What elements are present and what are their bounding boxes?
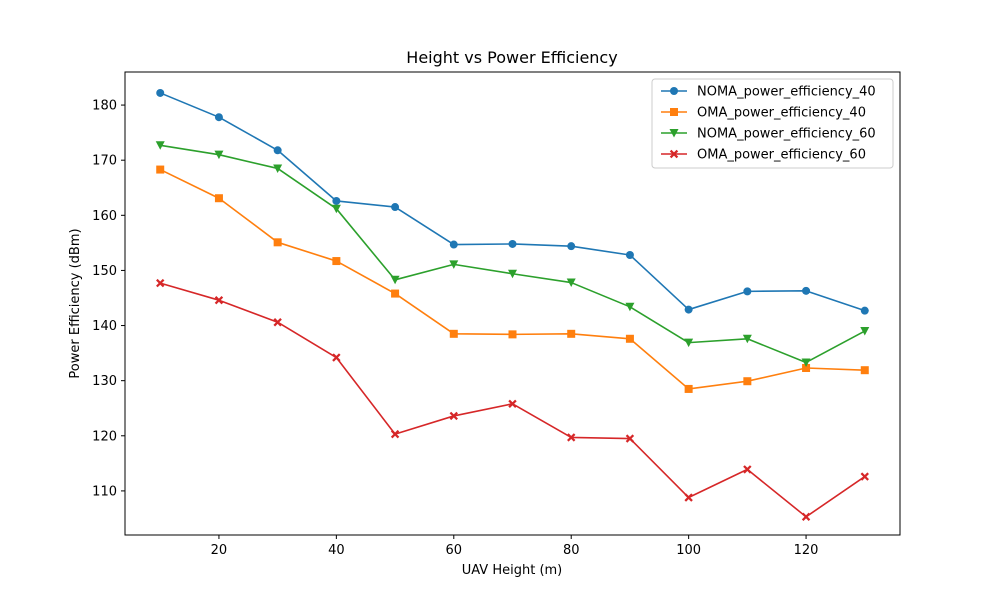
data-point [860, 306, 869, 315]
data-point [156, 278, 165, 288]
axis-ticks: 20 40 60 80 100 120 110 120 130 140 150 160 170 180 [92, 99, 818, 558]
data-point [860, 327, 870, 336]
chart-title: Height vs Power Efficiency [406, 48, 617, 67]
y-tick-label: 180 [92, 99, 117, 114]
legend-label: NOMA_power_efficiency_40 [697, 85, 876, 100]
data-point [625, 250, 634, 259]
data-point [743, 377, 752, 386]
data-point [214, 295, 224, 305]
data-point [390, 275, 400, 285]
legend-marker [670, 108, 678, 116]
data-point [508, 239, 517, 248]
x-tick-label: 80 [563, 543, 580, 558]
data-point [567, 433, 576, 442]
data-point [332, 353, 341, 362]
data-point [391, 289, 400, 298]
y-tick-label: 170 [92, 154, 117, 169]
data-point [449, 240, 458, 249]
y-tick-label: 120 [92, 429, 117, 444]
data-point [743, 287, 752, 296]
data-point [684, 493, 693, 502]
plot-area [155, 88, 870, 522]
data-point [273, 318, 282, 327]
x-tick-label: 120 [794, 543, 819, 558]
data-point [508, 330, 517, 339]
data-point [566, 278, 576, 288]
data-point [273, 146, 282, 155]
data-point [625, 434, 635, 443]
data-point [684, 338, 694, 348]
legend: NOMA_power_efficiency_40 OMA_power_effici… [651, 78, 894, 169]
legend-label: OMA_power_efficiency_60 [697, 148, 866, 163]
data-point [156, 88, 165, 97]
data-point [449, 411, 458, 421]
x-tick-label: 20 [211, 543, 228, 558]
data-point [214, 113, 223, 122]
data-point [802, 286, 811, 295]
plot-frame [124, 71, 901, 536]
series-3 [155, 141, 870, 367]
data-point [567, 242, 576, 251]
data-point [156, 165, 165, 174]
data-point [742, 334, 752, 344]
y-tick-label: 130 [92, 374, 117, 389]
x-tick-label: 40 [328, 543, 345, 558]
data-point [684, 384, 693, 393]
x-tick-label: 60 [446, 543, 463, 558]
series-4 [156, 278, 869, 522]
y-tick-label: 150 [92, 264, 117, 279]
data-point [567, 329, 576, 338]
data-point [508, 399, 517, 409]
data-point [743, 465, 752, 474]
data-point [391, 203, 400, 212]
legend-marker [669, 149, 679, 159]
data-point [449, 260, 459, 269]
data-point [273, 238, 282, 247]
y-tick-label: 160 [92, 209, 117, 224]
series-2 [156, 165, 869, 393]
data-point [801, 512, 811, 522]
data-point [390, 429, 400, 439]
data-point [155, 141, 165, 150]
data-point [332, 196, 341, 205]
data-point [273, 164, 283, 173]
data-point [331, 204, 341, 214]
series-1 [156, 88, 869, 315]
x-tick-label: 100 [676, 543, 701, 558]
data-point [684, 305, 693, 314]
data-point [802, 363, 811, 372]
data-point [214, 194, 223, 203]
data-point [801, 358, 811, 367]
y-axis-label: Power Efficiency (dBm) [68, 228, 83, 378]
legend-label: OMA_power_efficiency_40 [697, 106, 866, 121]
data-point [625, 302, 635, 312]
data-point [214, 150, 224, 160]
data-point [860, 472, 869, 481]
data-point [508, 269, 517, 279]
data-point [860, 366, 869, 375]
legend-box [651, 78, 894, 169]
x-axis-label: UAV Height (m) [462, 563, 563, 578]
y-tick-label: 110 [92, 484, 117, 499]
legend-marker [669, 129, 679, 138]
data-point [449, 329, 458, 338]
data-point [625, 334, 634, 343]
legend-marker [670, 87, 678, 95]
data-point [332, 257, 341, 266]
y-tick-label: 140 [92, 319, 117, 334]
legend-label: NOMA_power_efficiency_60 [697, 127, 876, 142]
